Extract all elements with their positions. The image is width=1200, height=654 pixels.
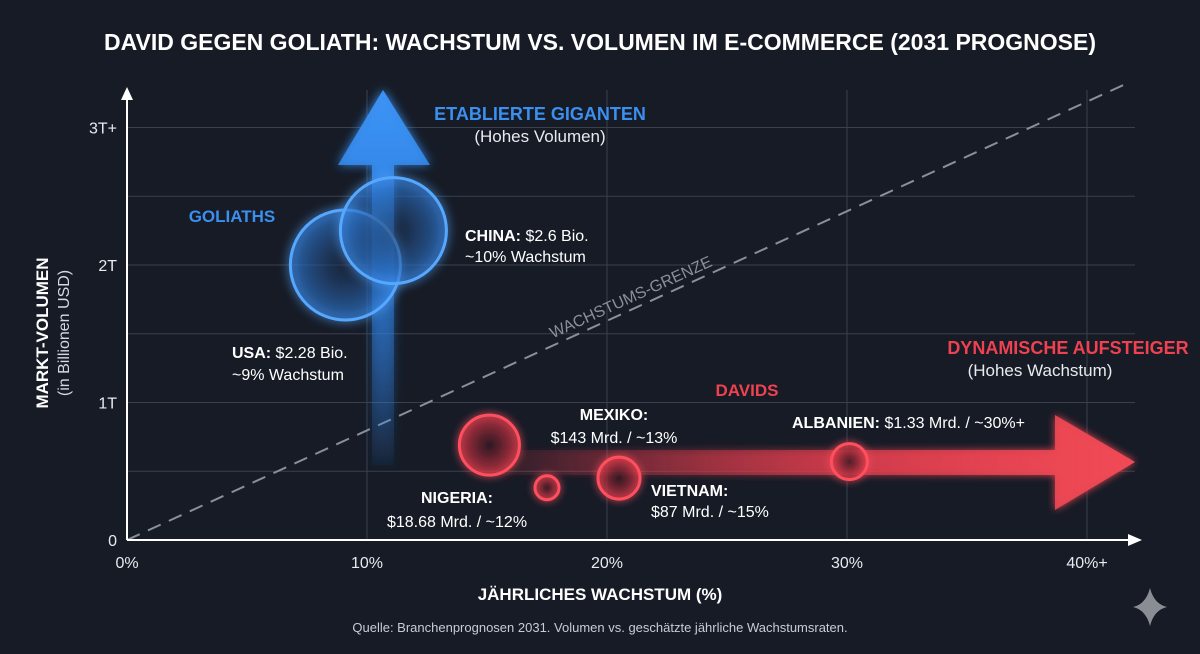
growth-boundary-label: WACHSTUMS-GRENZE <box>547 254 714 343</box>
bubble-mexiko <box>457 413 521 477</box>
bubble-china <box>338 176 448 286</box>
bubble-nigeria <box>533 474 561 502</box>
davids-title: DYNAMISCHE AUFSTEIGER <box>947 338 1188 358</box>
axes: 0% 10% 20% 30% 40%+ 0 1T 2T 3T+ <box>89 87 1142 572</box>
goliaths-title: ETABLIERTE GIGANTEN <box>434 104 646 124</box>
bubble-vietnam <box>596 455 642 501</box>
x-tick-label: 20% <box>591 555 623 572</box>
goliaths-label: GOLIATHS <box>189 207 276 226</box>
x-tick-label: 30% <box>831 555 863 572</box>
point-label: ALBANIEN: $1.33 Mrd. / ~30%+ <box>792 415 1025 432</box>
point-name: NIGERIA: <box>421 490 493 507</box>
point-value: $87 Mrd. / ~15% <box>651 504 769 521</box>
y-tick-label: 0 <box>108 533 117 550</box>
y-axis-arrow-icon <box>121 87 133 100</box>
point-value: $2.6 Bio. <box>521 228 589 245</box>
point-value: $2.28 Bio. <box>271 345 348 362</box>
davids-label: DAVIDS <box>716 381 779 400</box>
source-note: Quelle: Branchenprognosen 2031. Volumen … <box>352 620 847 635</box>
point-label: CHINA: $2.6 Bio. <box>465 228 589 245</box>
y-axis-sublabel: (in Billionen USD) <box>56 270 73 396</box>
y-tick-label: 3T+ <box>89 121 117 138</box>
goliaths-subtitle: (Hohes Volumen) <box>474 127 605 146</box>
point-label: USA: $2.28 Bio. <box>232 345 348 362</box>
x-tick-label: 0% <box>115 555 138 572</box>
point-name: VIETNAM: <box>651 483 728 500</box>
y-tick-label: 2T <box>98 258 117 275</box>
trend-arrows <box>338 90 1135 510</box>
point-name: ALBANIEN: <box>792 415 880 432</box>
bubble-albanien <box>829 442 869 482</box>
point-name: MEXIKO: <box>580 407 648 424</box>
x-tick-label: 10% <box>351 555 383 572</box>
point-value: $18.68 Mrd. / ~12% <box>387 514 527 531</box>
point-value: $143 Mrd. / ~13% <box>551 430 678 447</box>
y-axis-label: MARKT-VOLUMEN <box>33 257 52 408</box>
annotations: ETABLIERTE GIGANTEN (Hohes Volumen) GOLIAT… <box>189 104 1189 531</box>
x-tick-label: 40%+ <box>1066 555 1107 572</box>
point-name: USA: <box>232 345 271 362</box>
x-axis-label: JÄHRLICHES WACHSTUM (%) <box>478 585 723 604</box>
davids-subtitle: (Hohes Wachstum) <box>968 361 1113 380</box>
david-growth-arrow <box>500 415 1135 510</box>
y-tick-label: 1T <box>98 396 117 413</box>
data-points <box>288 176 869 502</box>
point-value: $1.33 Mrd. / ~30%+ <box>880 415 1025 432</box>
chart-title: DAVID GEGEN GOLIATH: WACHSTUM VS. VOLUME… <box>104 29 1096 55</box>
sparkle-icon <box>1133 588 1167 626</box>
point-growth: ~9% Wachstum <box>232 367 344 384</box>
x-axis-arrow-icon <box>1128 534 1142 546</box>
point-growth: ~10% Wachstum <box>465 249 586 266</box>
point-name: CHINA: <box>465 228 521 245</box>
